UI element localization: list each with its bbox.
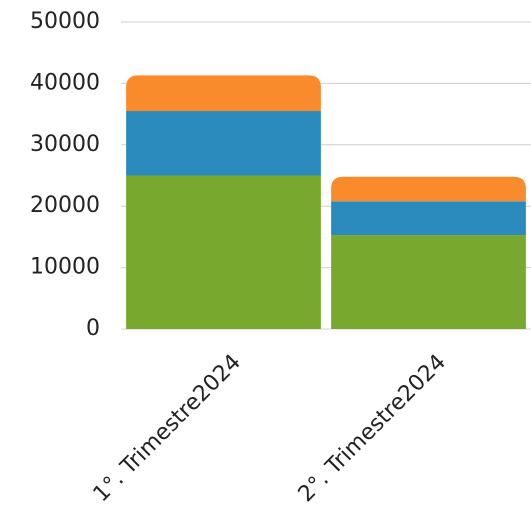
bar-segment [331,201,526,236]
y-tick-label: 40000 [30,70,100,95]
bar-segment [126,111,321,176]
bar-segment [126,175,321,329]
bar-segment [126,75,321,112]
bar-segment [331,176,526,202]
x-tick-label: 1°. Trimestre2024 [89,350,246,507]
y-tick-label: 10000 [30,255,100,280]
y-tick-label: 50000 [30,9,100,34]
y-tick-label: 20000 [30,193,100,218]
y-tick-label: 30000 [30,132,100,157]
y-tick-label: 0 [86,316,100,341]
bar-segment [331,235,526,329]
x-tick-label: 2°. Trimestre2024 [294,350,451,507]
